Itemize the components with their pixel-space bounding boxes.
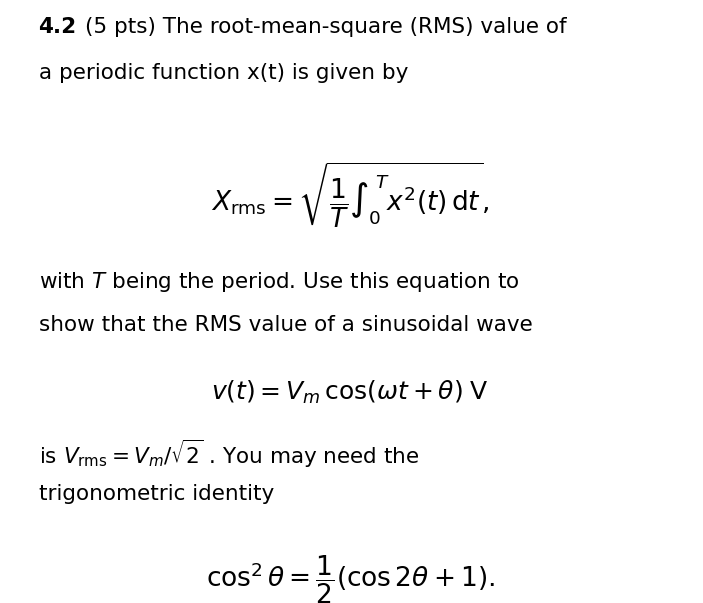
Text: $X_{\rm rms} = \sqrt{\dfrac{1}{T}\int_0^{\,T} x^2(t)\, {\rm d}t},$: $X_{\rm rms} = \sqrt{\dfrac{1}{T}\int_0^… <box>211 160 489 230</box>
Text: trigonometric identity: trigonometric identity <box>39 484 273 504</box>
Text: $v(t) = V_m\, \cos(\omega t + \theta)\;\mathrm{V}$: $v(t) = V_m\, \cos(\omega t + \theta)\;\… <box>212 379 489 406</box>
Text: show that the RMS value of a sinusoidal wave: show that the RMS value of a sinusoidal … <box>39 315 532 335</box>
Text: 4.2: 4.2 <box>39 17 77 37</box>
Text: (5 pts) The root-mean-square (RMS) value of: (5 pts) The root-mean-square (RMS) value… <box>85 17 567 37</box>
Text: a periodic function x(t) is given by: a periodic function x(t) is given by <box>39 63 408 83</box>
Text: $\cos^2 \theta = \dfrac{1}{2}(\cos 2\theta + 1).$: $\cos^2 \theta = \dfrac{1}{2}(\cos 2\the… <box>206 554 495 603</box>
Text: with $T$ being the period. Use this equation to: with $T$ being the period. Use this equa… <box>39 270 520 294</box>
Text: is $V_{\rm rms} = V_m/\sqrt{2}$ . You may need the: is $V_{\rm rms} = V_m/\sqrt{2}$ . You ma… <box>39 438 419 470</box>
